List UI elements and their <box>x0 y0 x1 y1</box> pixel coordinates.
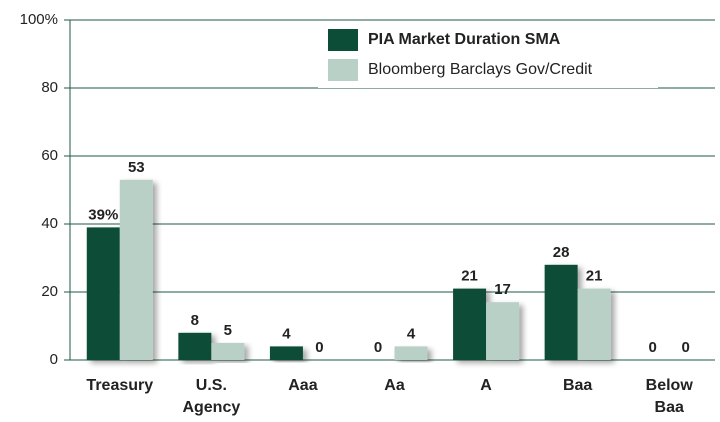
data-label: 53 <box>128 159 145 176</box>
bar <box>394 346 428 360</box>
y-tick-label: 80 <box>41 79 58 96</box>
y-tick-label: 100% <box>20 11 58 28</box>
data-label: 17 <box>494 281 511 298</box>
legend-swatch <box>328 59 358 81</box>
bar <box>178 332 212 360</box>
data-label: 0 <box>649 339 657 356</box>
x-tick-label: Treasury <box>86 377 153 394</box>
y-tick-label: 60 <box>41 147 58 164</box>
bar <box>453 288 487 360</box>
bar <box>577 288 611 360</box>
labels: Treasury 39% 53 U.S. Agency 8 5 Aaa 4 0 Aa 0 4 A 21 17 B… <box>86 159 693 416</box>
data-label: 8 <box>191 312 199 329</box>
x-tick-label: U.S. Agency <box>182 377 240 416</box>
bar <box>86 227 120 360</box>
x-tick-label: Aaa <box>288 377 317 394</box>
y-tick-label: 20 <box>41 283 58 300</box>
y-tick-label: 0 <box>50 351 58 368</box>
legend-label: Bloomberg Barclays Gov/Credit <box>368 61 593 78</box>
x-tick-label: A <box>480 377 492 394</box>
data-label: 21 <box>586 268 603 285</box>
bar <box>269 346 303 360</box>
data-label: 5 <box>224 322 232 339</box>
data-label: 0 <box>374 339 382 356</box>
bars <box>86 179 611 360</box>
data-label: 4 <box>282 325 291 342</box>
data-label: 21 <box>461 268 478 285</box>
data-label: 0 <box>315 339 323 356</box>
data-label: 28 <box>553 244 570 261</box>
y-tick-label: 40 <box>41 215 58 232</box>
x-tick-label: Below Baa <box>646 377 694 416</box>
x-tick-label: Aa <box>384 377 405 394</box>
legend-swatch <box>328 29 358 51</box>
data-label: 39% <box>88 206 118 223</box>
bar <box>211 343 245 360</box>
data-label: 0 <box>682 339 690 356</box>
x-tick-label: Baa <box>563 377 592 394</box>
bar <box>119 179 153 360</box>
bar <box>486 302 520 360</box>
legend-label: PIA Market Duration SMA <box>368 31 561 48</box>
legend-box <box>318 24 658 88</box>
legend: PIA Market Duration SMA Bloomberg Barclay… <box>318 24 658 88</box>
bar <box>544 264 578 360</box>
data-label: 4 <box>407 325 416 342</box>
